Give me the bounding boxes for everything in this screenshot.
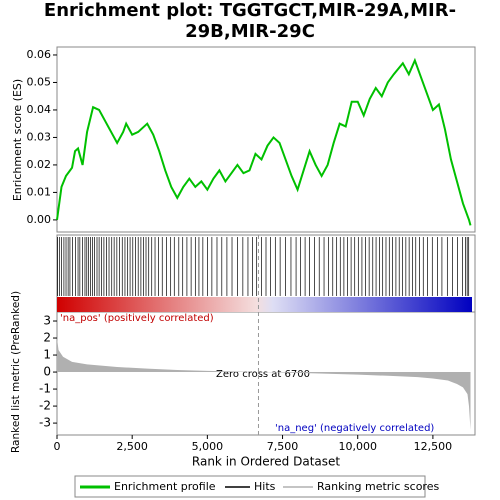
y-tick-label: 2 bbox=[43, 331, 51, 345]
x-tick-label: 5,000 bbox=[192, 440, 224, 453]
y-tick-label: 1 bbox=[43, 348, 51, 362]
y-tick-label: -3 bbox=[39, 416, 51, 430]
y-tick-label: 0.01 bbox=[27, 185, 52, 198]
annotation: 'na_neg' (negatively correlated) bbox=[275, 423, 434, 434]
x-tick-label: 2,500 bbox=[116, 440, 148, 453]
y-tick-label: 0.06 bbox=[27, 48, 52, 61]
x-axis-label: Rank in Ordered Dataset bbox=[192, 455, 340, 469]
x-tick-label: 10,000 bbox=[338, 440, 377, 453]
annotation: 'na_pos' (positively correlated) bbox=[60, 313, 214, 324]
legend-label: Hits bbox=[254, 480, 276, 493]
chart-title: Enrichment plot: TGGTGCT,MIR-29A,MIR-29B… bbox=[43, 0, 457, 42]
y-tick-label: 0 bbox=[43, 365, 51, 379]
x-tick-label: 7,500 bbox=[267, 440, 299, 453]
legend-label: Enrichment profile bbox=[114, 480, 216, 493]
color-bar bbox=[57, 297, 472, 312]
y-tick-label: 0.05 bbox=[27, 75, 52, 88]
es-panel bbox=[56, 46, 476, 233]
x-tick-label: 12,500 bbox=[414, 440, 453, 453]
legend-label: Ranking metric scores bbox=[317, 480, 439, 493]
y-tick-label: 3 bbox=[43, 314, 51, 328]
y-axis-label: Enrichment score (ES) bbox=[11, 79, 24, 201]
y-tick-label: 0.03 bbox=[27, 130, 52, 143]
y-tick-label: 0.02 bbox=[27, 158, 52, 171]
y-axis-label: Ranked list metric (PreRanked) bbox=[10, 291, 22, 453]
annotation: Zero cross at 6700 bbox=[216, 369, 310, 380]
y-tick-label: 0.00 bbox=[27, 213, 52, 226]
y-tick-label: -1 bbox=[39, 382, 51, 396]
y-tick-label: -2 bbox=[39, 399, 51, 413]
y-tick-label: 0.04 bbox=[27, 103, 52, 116]
es-line bbox=[56, 57, 472, 226]
x-tick-label: 0 bbox=[54, 440, 61, 453]
